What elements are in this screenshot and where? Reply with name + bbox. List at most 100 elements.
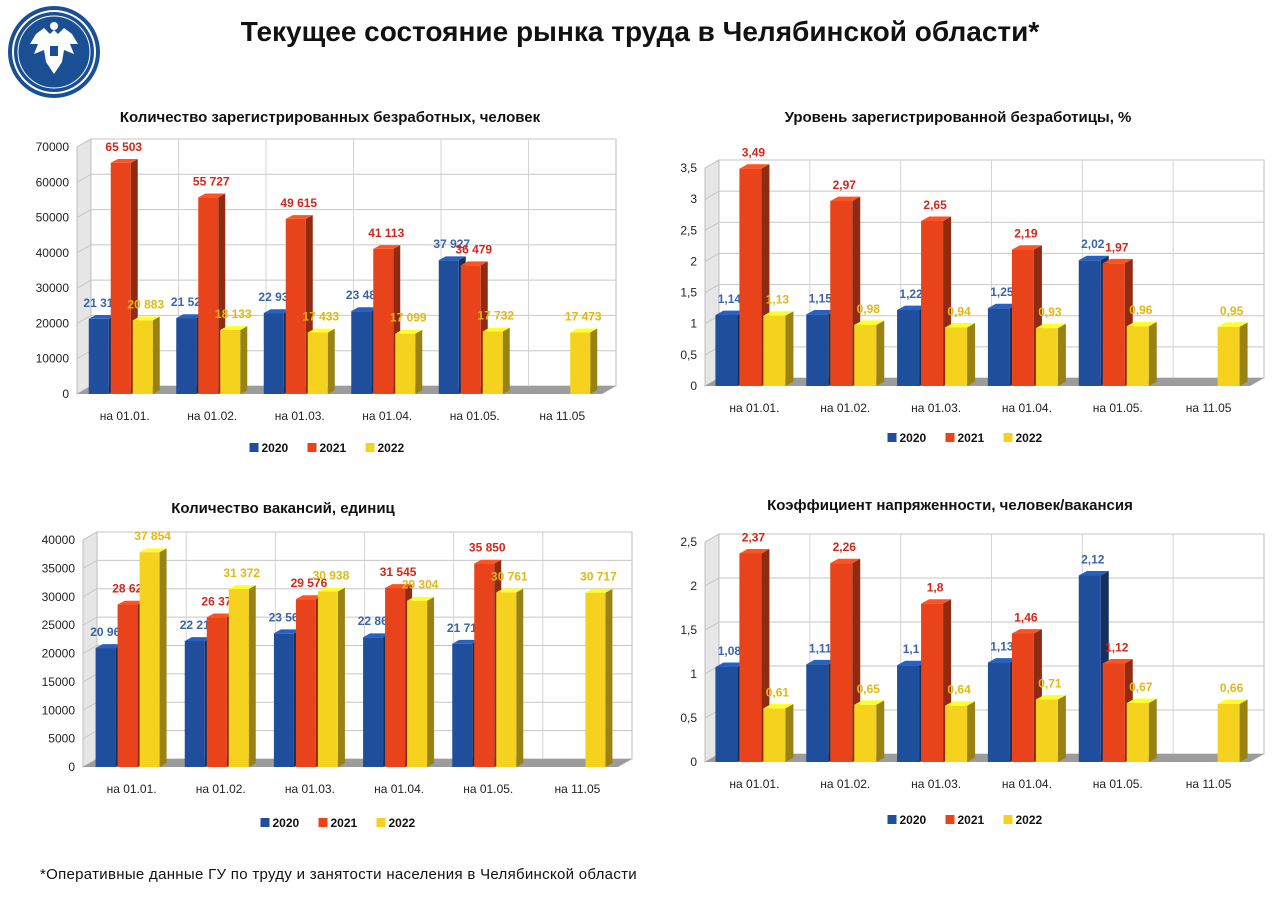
gridline-side <box>704 533 720 543</box>
legend-swatch-2020 <box>249 443 259 452</box>
bar-2020 <box>351 311 372 394</box>
data-label-2022: 20 883 <box>127 297 164 311</box>
bar-top-2021 <box>830 196 861 202</box>
bar-side-2022 <box>1148 698 1157 762</box>
bar-top-2022 <box>1035 695 1066 700</box>
bar-2021 <box>385 587 406 767</box>
chart-unemployment-rate: Уровень зарегистрированной безработицы, … <box>660 104 1270 454</box>
data-label-2020: 1,25 <box>990 285 1014 299</box>
bar-2022 <box>854 704 877 762</box>
gridline-side <box>76 209 92 219</box>
bar-top-2022 <box>1126 698 1157 704</box>
gridline-side <box>76 279 92 289</box>
gridline-side <box>76 138 92 148</box>
bar-2020 <box>806 314 829 386</box>
y-tick-label: 20000 <box>36 316 70 330</box>
x-tick-label: на 01.05. <box>450 409 500 423</box>
bar-side-2022 <box>967 701 976 762</box>
data-label-2022: 0,66 <box>1220 681 1244 695</box>
bar-2021 <box>285 218 306 394</box>
data-label-2020: 1,1 <box>903 642 920 656</box>
bar-top-2021 <box>921 216 952 221</box>
x-tick-label: на 01.04. <box>374 782 424 796</box>
x-tick-label: на 01.01. <box>729 777 779 791</box>
bar-top-2021 <box>117 600 145 605</box>
bar-2021 <box>921 603 944 762</box>
bar-top-2021 <box>285 215 313 219</box>
bar-top-2022 <box>585 588 613 593</box>
y-tick-label: 35000 <box>42 561 76 575</box>
legend-entry-2020: 2020 <box>262 441 289 455</box>
bar-top-2021 <box>198 193 226 198</box>
legend-entry-2021: 2021 <box>958 813 985 827</box>
data-label-2020: 1,22 <box>899 287 923 301</box>
gridline-side <box>704 159 720 169</box>
bar-side-2022 <box>337 587 345 767</box>
bar-top-2021 <box>1011 629 1042 634</box>
bar-side-2022 <box>415 329 423 394</box>
bar-2020 <box>273 633 294 767</box>
chart-title: Количество зарегистрированных безработны… <box>120 109 541 126</box>
bar-top-2021 <box>474 559 502 564</box>
y-tick-label: 25000 <box>42 618 76 632</box>
bar-top-2021 <box>739 549 770 554</box>
bar-2022 <box>132 320 153 394</box>
bar-2020 <box>897 310 920 386</box>
gridline-side <box>704 577 720 587</box>
x-tick-label: на 01.02. <box>820 401 870 415</box>
legend-swatch-2021 <box>945 815 955 824</box>
x-tick-label: на 11.05 <box>539 409 585 423</box>
legend-entry-2022: 2022 <box>378 441 405 455</box>
bar-top-2021 <box>460 261 488 266</box>
bar-2022 <box>395 333 416 394</box>
x-tick-label: на 11.05 <box>555 782 601 796</box>
bar-2022 <box>1035 328 1058 386</box>
bar-side-2022 <box>1057 323 1066 386</box>
gridline-side <box>76 314 92 324</box>
bar-2021 <box>117 604 138 767</box>
data-label-2020: 37 927 <box>433 237 470 251</box>
gridline-side <box>704 190 720 200</box>
bar-2021 <box>206 617 227 767</box>
bar-2022 <box>220 330 241 394</box>
data-label-2022: 30 761 <box>491 569 528 583</box>
data-label-2020: 2,12 <box>1081 552 1105 566</box>
bar-2022 <box>1217 703 1240 762</box>
data-label-2021: 41 113 <box>368 226 404 240</box>
y-tick-label: 1,5 <box>680 286 697 300</box>
y-tick-label: 15000 <box>42 675 76 689</box>
y-tick-label: 30000 <box>42 590 76 604</box>
legend-entry-2020: 2020 <box>900 813 927 827</box>
bar-2022 <box>482 331 503 394</box>
bar-2020 <box>715 666 738 762</box>
bar-side-2022 <box>1057 695 1066 762</box>
y-tick-label: 0 <box>62 387 69 401</box>
bar-top-2022 <box>945 323 976 328</box>
x-tick-label: на 01.01. <box>100 409 150 423</box>
data-label-2022: 0,93 <box>1038 305 1062 319</box>
bar-side-2022 <box>785 311 794 386</box>
legend-swatch-2020 <box>887 815 897 824</box>
data-label-2022: 31 372 <box>223 566 260 580</box>
gridline-side <box>704 252 720 262</box>
bar-top-2022 <box>1035 323 1066 329</box>
bar-top-2020 <box>88 314 116 319</box>
bar-2022 <box>763 708 786 762</box>
bar-top-2020 <box>897 660 928 666</box>
bar-2021 <box>1102 263 1125 386</box>
bar-top-2021 <box>739 164 770 169</box>
bar-top-2020 <box>263 309 291 314</box>
gridline-side <box>76 173 92 183</box>
y-tick-label: 2 <box>690 254 697 268</box>
y-tick-label: 2,5 <box>680 535 697 549</box>
bar-top-2020 <box>1078 571 1109 576</box>
x-tick-label: на 01.05. <box>463 782 513 796</box>
bar-top-2021 <box>110 159 138 163</box>
data-label-2021: 1,8 <box>927 581 944 595</box>
y-tick-label: 2 <box>690 579 697 593</box>
gridline-side <box>76 350 92 360</box>
legend-swatch-2021 <box>945 433 955 442</box>
bar-side-2022 <box>967 323 976 386</box>
data-label-2020: 1,15 <box>809 291 833 305</box>
bar-top-2022 <box>1217 699 1248 704</box>
